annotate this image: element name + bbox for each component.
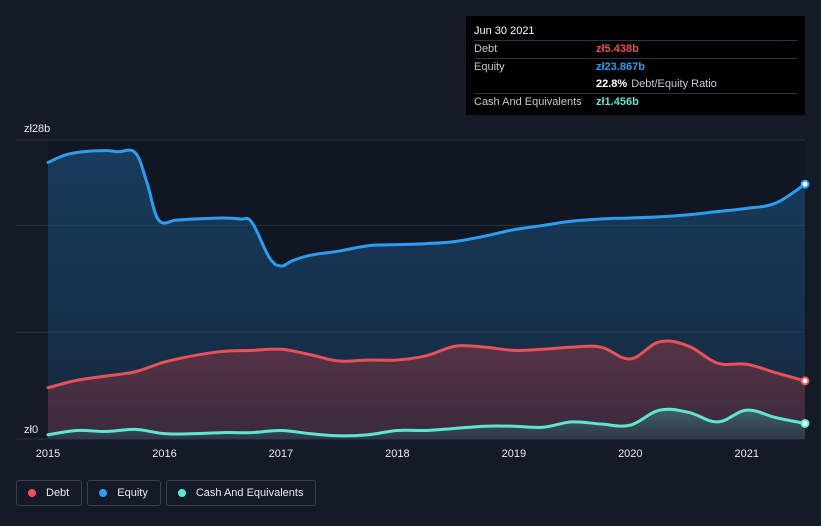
legend-item-equity[interactable]: Equity — [87, 480, 161, 506]
tooltip-value: zł1.456b — [596, 96, 639, 108]
x-tick-label: 2015 — [36, 448, 60, 460]
tooltip-label: Debt — [474, 43, 498, 55]
tooltip-row-debt: Debt zł5.438b — [474, 40, 797, 58]
debt-dot-icon — [28, 489, 36, 497]
tooltip-row-cash: Cash And Equivalents zł1.456b — [474, 93, 797, 111]
equity-end-marker — [800, 179, 810, 189]
debt-end-marker — [800, 376, 810, 386]
tooltip-ratio-label: Debt/Equity Ratio — [631, 78, 717, 90]
chart-legend: Debt Equity Cash And Equivalents — [16, 480, 317, 506]
x-tick-label: 2020 — [618, 448, 642, 460]
tooltip-label: Equity — [474, 61, 505, 73]
legend-item-debt[interactable]: Debt — [16, 480, 83, 506]
legend-label: Equity — [117, 487, 148, 499]
cash-line — [46, 407, 807, 438]
debt-area — [48, 340, 805, 439]
tooltip-label: Cash And Equivalents — [474, 96, 582, 108]
tooltip-value: 22.8% — [596, 78, 628, 90]
tooltip-date: Jun 30 2021 — [474, 25, 535, 37]
equity-line — [46, 148, 807, 268]
legend-label: Cash And Equivalents — [195, 487, 304, 499]
x-tick-label: 2019 — [502, 448, 526, 460]
legend-label: Debt — [46, 487, 70, 499]
tooltip-value: zł23.867b — [596, 61, 645, 73]
cash-area — [48, 409, 805, 439]
x-tick-label: 2018 — [385, 448, 409, 460]
y-tick-label: zł28b — [24, 123, 50, 135]
cash-end-marker — [800, 418, 810, 428]
equity-dot-icon — [99, 489, 108, 497]
x-tick-label: 2017 — [269, 448, 293, 460]
tooltip-row-equity: Equity zł23.867b — [474, 58, 797, 76]
y-tick-label: zł0 — [24, 424, 38, 436]
tooltip-value: zł5.438b — [596, 43, 639, 55]
tooltip-label — [474, 76, 596, 93]
x-tick-label: 2021 — [735, 448, 759, 460]
legend-item-cash[interactable]: Cash And Equivalents — [165, 480, 317, 506]
cash-dot-icon — [177, 489, 186, 497]
data-tooltip: Jun 30 2021 Debt zł5.438b Equity zł23.86… — [466, 16, 805, 115]
debt-line — [46, 339, 807, 390]
x-tick-label: 2016 — [152, 448, 176, 460]
tooltip-row-ratio: 22.8% Debt/Equity Ratio — [474, 76, 797, 93]
